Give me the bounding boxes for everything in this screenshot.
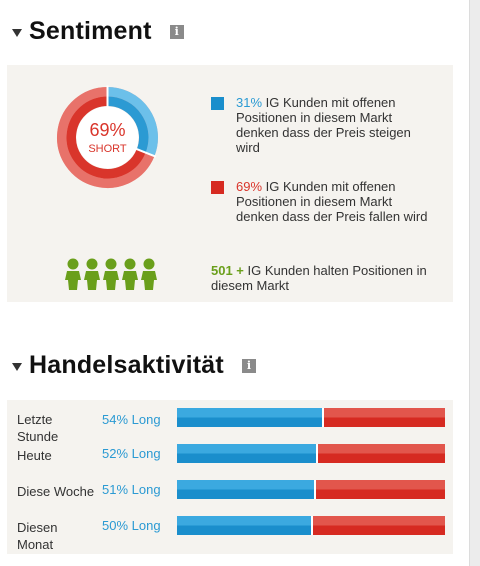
short-legend: 69% IG Kunden mit offenen Positionen in … (211, 179, 436, 224)
long-legend: 31% IG Kunden mit offenen Positionen in … (211, 95, 436, 155)
holders-text: IG Kunden halten Positionen in diesem Ma… (211, 263, 427, 293)
activity-percent: 50% Long (102, 518, 161, 533)
short-legend-percent: 69% (236, 179, 263, 194)
people-icons (64, 258, 158, 290)
activity-percent: 52% Long (102, 446, 161, 461)
person-icon (84, 258, 100, 290)
sentiment-panel: 69% SHORT 31% IG Kunden mit offenen Posi… (7, 65, 453, 302)
bar-short-segment (315, 480, 445, 499)
donut-direction-label: SHORT (88, 143, 127, 155)
sentiment-title: Sentiment (29, 17, 152, 45)
activity-label: Diese Woche (17, 484, 95, 499)
info-icon[interactable]: i (241, 358, 256, 373)
activity-bar (177, 516, 445, 535)
bar-long-segment (177, 480, 314, 499)
bar-long-segment (177, 408, 322, 427)
donut-short-arc-outer (57, 87, 155, 188)
person-icon (141, 258, 157, 290)
collapse-triangle-icon[interactable] (12, 28, 22, 37)
donut-long-arc-inner (107, 96, 149, 153)
activity-bar (177, 408, 445, 427)
collapse-triangle-icon[interactable] (12, 362, 22, 371)
holders-count: 501 + (211, 263, 244, 278)
person-icon (103, 258, 119, 290)
donut-separator (135, 147, 157, 158)
bar-short-segment (313, 516, 445, 535)
sentiment-header[interactable]: Sentiment i (12, 17, 184, 46)
bar-long-segment (177, 516, 311, 535)
activity-label: Heute (17, 448, 52, 463)
activity-title: Handelsaktivität (29, 351, 224, 379)
person-icon (65, 258, 81, 290)
donut-long-arc-outer (107, 87, 158, 157)
activity-bar (177, 480, 445, 499)
sentiment-donut-chart: 69% SHORT (57, 85, 158, 188)
long-legend-percent: 31% (236, 95, 263, 110)
info-icon[interactable]: i (169, 24, 184, 39)
donut-percent-label: 69% (89, 120, 125, 140)
long-legend-text: IG Kunden mit offenen Positionen in dies… (236, 95, 411, 155)
holders-info: 501 + IG Kunden halten Positionen in die… (211, 263, 436, 293)
activity-label: Diesen Monat (17, 520, 58, 552)
short-legend-text: IG Kunden mit offenen Positionen in dies… (236, 179, 428, 224)
person-icon (122, 258, 138, 290)
bar-short-segment (323, 408, 445, 427)
scrollbar-track[interactable] (469, 0, 480, 566)
short-swatch (211, 181, 224, 194)
donut-short-arc-inner (66, 96, 146, 179)
activity-panel: Letzte Stunde 54% Long Heute 52% Long Di… (7, 400, 453, 554)
activity-percent: 51% Long (102, 482, 161, 497)
activity-header[interactable]: Handelsaktivität i (12, 351, 256, 380)
long-swatch (211, 97, 224, 110)
activity-bar (177, 444, 445, 463)
activity-percent: 54% Long (102, 412, 161, 427)
bar-short-segment (318, 444, 445, 463)
activity-label: Letzte Stunde (17, 412, 59, 444)
donut-hole (76, 106, 139, 169)
bar-long-segment (177, 444, 317, 463)
